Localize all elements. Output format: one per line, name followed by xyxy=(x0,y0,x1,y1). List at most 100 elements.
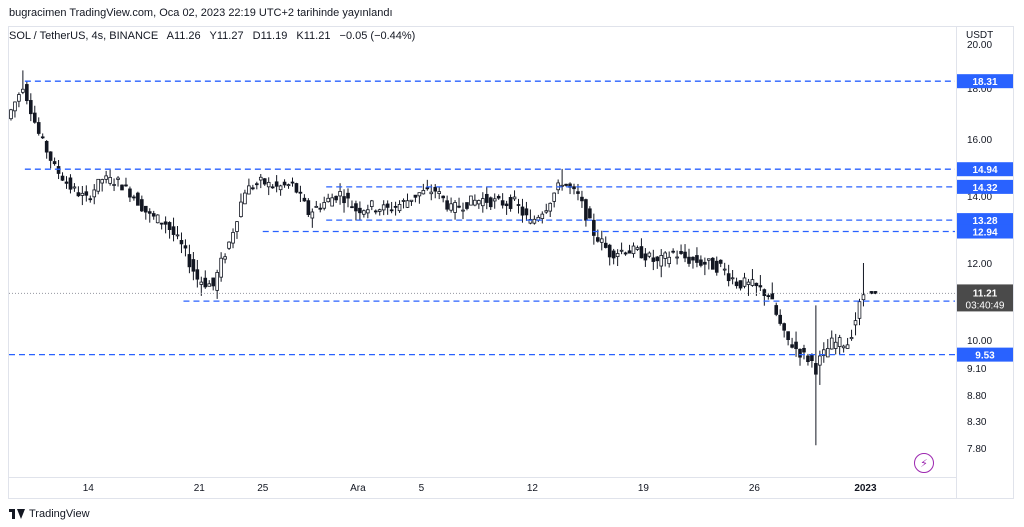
candle-body xyxy=(298,191,303,194)
alert-bolt-icon[interactable]: ⚡ xyxy=(914,453,934,473)
candle xyxy=(231,228,235,249)
candle xyxy=(742,272,747,289)
candle xyxy=(183,239,188,257)
candle-body xyxy=(675,256,679,259)
candle-body xyxy=(306,200,311,215)
candle xyxy=(124,177,128,187)
candle-body xyxy=(774,305,779,315)
candle-body xyxy=(794,341,798,350)
candle-body xyxy=(734,281,739,287)
candle xyxy=(409,199,414,206)
level-price-tag xyxy=(957,74,1013,89)
candle xyxy=(782,322,786,338)
candle xyxy=(584,198,588,227)
candle-body xyxy=(358,207,362,214)
candle xyxy=(861,263,866,307)
candle-body xyxy=(643,253,648,261)
candle-body xyxy=(354,203,358,212)
candle xyxy=(822,342,826,363)
candle xyxy=(199,276,204,296)
candle-body xyxy=(255,183,259,186)
candle-body xyxy=(215,272,219,291)
candle-body xyxy=(746,281,751,285)
candle-body xyxy=(572,186,576,190)
candle xyxy=(647,251,652,259)
candle xyxy=(322,196,327,211)
candle xyxy=(167,221,172,239)
level-price-tag xyxy=(957,162,1013,177)
candle xyxy=(473,194,477,207)
x-tick-label: 26 xyxy=(749,483,761,494)
candle xyxy=(88,195,93,203)
current-price-value: 11.21 xyxy=(973,288,998,299)
candle-body xyxy=(615,253,620,257)
candle-body xyxy=(362,210,366,215)
candle xyxy=(675,250,679,265)
candle-body xyxy=(647,252,652,257)
candle-body xyxy=(714,260,719,273)
candle-body xyxy=(334,195,338,201)
candle xyxy=(266,177,271,196)
level-price-label: 13.28 xyxy=(972,216,997,227)
candle xyxy=(841,344,846,353)
candle-body xyxy=(873,291,878,294)
candle-body xyxy=(52,161,57,165)
candle-body xyxy=(397,204,402,212)
candle-body xyxy=(88,198,93,201)
candle-body xyxy=(627,250,632,254)
candle xyxy=(703,257,707,276)
level-price-tag xyxy=(957,224,1013,239)
candle-body xyxy=(381,204,386,211)
candle xyxy=(679,244,683,255)
candle xyxy=(441,195,445,203)
candles-layer xyxy=(9,70,878,446)
candle-body xyxy=(524,208,529,216)
candle xyxy=(643,248,648,267)
candle xyxy=(818,350,822,385)
candle-body xyxy=(179,240,184,245)
candle-body xyxy=(651,257,656,262)
candle xyxy=(659,249,664,278)
candle xyxy=(290,177,295,187)
candle-body xyxy=(829,337,834,350)
candle xyxy=(21,70,25,95)
candle xyxy=(258,174,263,189)
candle xyxy=(461,202,465,220)
candle-body xyxy=(825,348,830,358)
candle-body xyxy=(849,337,854,340)
candle-body xyxy=(266,181,271,188)
candle xyxy=(215,269,219,299)
candle-body xyxy=(191,259,196,272)
candle-body xyxy=(231,232,235,244)
candle-body xyxy=(544,210,549,213)
candle-body xyxy=(128,188,132,198)
candle-body xyxy=(679,251,683,254)
candle-body xyxy=(60,175,65,181)
candle-body xyxy=(421,190,426,195)
candle xyxy=(833,333,838,355)
candle xyxy=(699,255,703,268)
candle-body xyxy=(385,203,390,208)
candle xyxy=(758,275,763,291)
candle-body xyxy=(302,197,307,202)
candle xyxy=(623,251,628,256)
candle-body xyxy=(310,211,315,219)
bar-countdown: 03:40:49 xyxy=(966,300,1005,311)
candle xyxy=(762,288,767,306)
candle xyxy=(750,269,755,287)
candle-body xyxy=(596,237,600,242)
candle-body xyxy=(239,201,243,218)
candle-body xyxy=(136,192,140,206)
candle xyxy=(147,208,152,223)
symbol-name[interactable]: SOL / TetherUS, 4s, BINANCE xyxy=(9,30,159,42)
candle xyxy=(373,209,378,215)
candle xyxy=(449,197,453,213)
candle-body xyxy=(235,221,239,232)
candle-body xyxy=(80,192,85,196)
candle xyxy=(112,178,116,192)
candle xyxy=(548,202,553,218)
y-tick-label: 8.80 xyxy=(967,391,987,402)
low-value: D11.19 xyxy=(252,30,288,42)
candle xyxy=(540,211,545,224)
